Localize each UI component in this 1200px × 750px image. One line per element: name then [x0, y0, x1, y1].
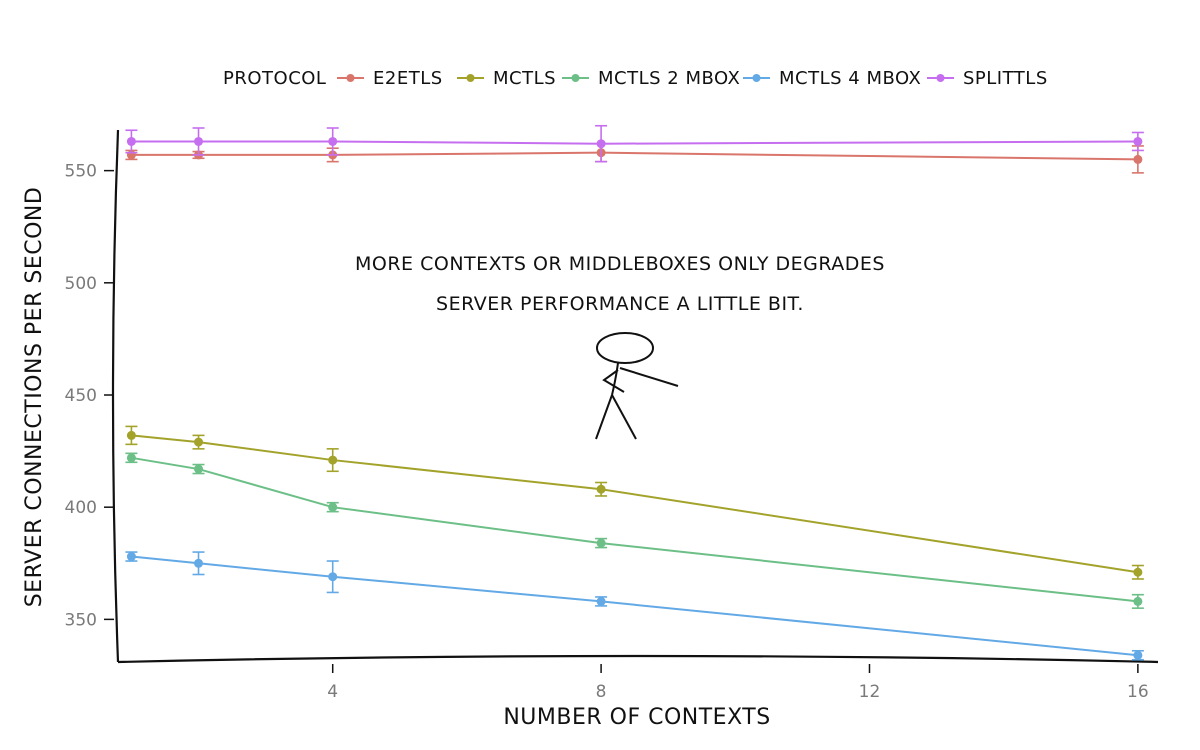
y-tick-label: 400: [65, 498, 97, 518]
y-tick-label: 500: [65, 274, 97, 294]
annotation-line-1: MORE CONTEXTS OR MIDDLEBOXES ONLY DEGRAD…: [355, 253, 885, 275]
data-point: [328, 455, 338, 465]
x-tick-label: 4: [327, 682, 338, 702]
series-line: [131, 434, 1139, 574]
series-e2etls: [125, 142, 1144, 174]
legend-marker: [752, 74, 761, 82]
series-mctls-2-mbox: [125, 452, 1144, 609]
x-tick-label: 12: [859, 682, 881, 702]
data-point: [1133, 154, 1143, 164]
data-point: [1133, 567, 1143, 577]
data-point: [126, 430, 136, 440]
data-point: [194, 136, 204, 146]
data-point: [194, 437, 204, 447]
data-point: [596, 596, 606, 606]
legend-marker: [571, 74, 580, 82]
series-line: [131, 456, 1138, 603]
legend-marker: [466, 74, 475, 82]
legend-label: MCTLS: [493, 68, 556, 89]
data-point: [328, 136, 338, 146]
data-point: [1133, 596, 1143, 606]
legend-title: PROTOCOL: [223, 68, 326, 89]
y-tick-label: 550: [65, 162, 97, 182]
series-line: [131, 555, 1138, 657]
series-mctls-4-mbox: [125, 551, 1144, 661]
legend-label: MCTLS 2 MBOX: [598, 68, 740, 89]
legend: PROTOCOL E2ETLS MCTLS MCTLS 2 MBOX MCTLS 4 …: [223, 68, 1048, 89]
series-layer: [125, 124, 1144, 661]
data-point: [328, 502, 338, 512]
data-point: [596, 538, 606, 548]
series-line: [131, 151, 1138, 161]
data-point: [126, 136, 136, 146]
data-point: [328, 572, 338, 582]
x-axis-title: NUMBER OF CONTEXTS: [503, 705, 770, 730]
data-point: [126, 552, 136, 562]
legend-marker: [346, 74, 355, 82]
x-tick-label: 8: [596, 682, 607, 702]
legend-label: MCTLS 4 MBOX: [779, 68, 921, 89]
data-point: [194, 558, 204, 568]
data-point: [1133, 650, 1143, 660]
stick-figure-drawing: [595, 332, 679, 440]
data-point: [126, 453, 136, 463]
x-axis-line: [117, 654, 1159, 664]
legend-label: SPLITTLS: [963, 68, 1048, 89]
series-mctls: [125, 425, 1144, 580]
series-line: [131, 140, 1138, 145]
axes: 350 400 450 500 550 4 8 12 16: [65, 129, 1159, 702]
legend-label: E2ETLS: [373, 68, 443, 89]
series-splittls: [125, 124, 1144, 163]
data-point: [1133, 136, 1143, 146]
y-tick-label: 350: [65, 610, 97, 630]
y-axis-title: SERVER CONNECTIONS PER SECOND: [22, 187, 47, 608]
y-axis-line: [111, 129, 120, 663]
annotation-line-2: SERVER PERFORMANCE A LITTLE BIT.: [436, 293, 804, 315]
data-point: [596, 139, 606, 149]
data-point: [194, 464, 204, 474]
data-point: [596, 484, 606, 494]
annotation: MORE CONTEXTS OR MIDDLEBOXES ONLY DEGRAD…: [355, 253, 885, 315]
y-tick-label: 450: [65, 386, 97, 406]
legend-marker: [936, 74, 945, 82]
x-tick-label: 16: [1127, 682, 1149, 702]
